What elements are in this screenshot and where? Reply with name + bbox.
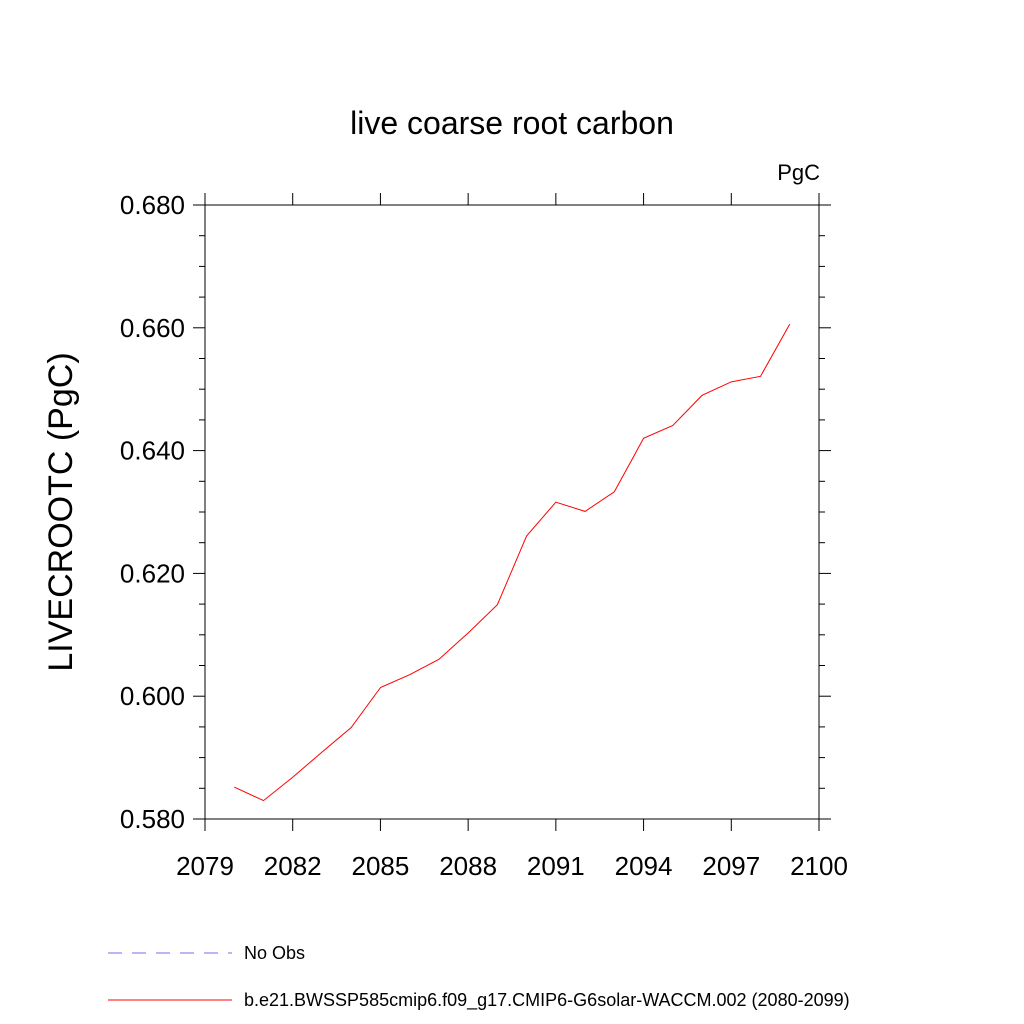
major-ticks [193,193,831,831]
y-tick-label: 0.640 [120,436,185,466]
y-tick-label: 0.680 [120,190,185,220]
x-tick-label: 2088 [439,851,497,881]
x-tick-label: 2091 [527,851,585,881]
minor-ticks [199,235,825,789]
tick-labels: 0.580 0.600 0.620 0.640 0.660 0.680 2079 2082 20… [120,190,848,881]
units-label: PgC [777,160,820,185]
chart-title: live coarse root carbon [350,105,674,141]
y-tick-label: 0.580 [120,804,185,834]
y-axis-label: LIVECROOTC (PgC) [42,352,80,671]
plot-frame [204,204,820,820]
x-tick-label: 2094 [615,851,673,881]
x-tick-label: 2085 [352,851,410,881]
x-tick-label: 2100 [790,851,848,881]
y-tick-label: 0.600 [120,681,185,711]
x-tick-label: 2097 [702,851,760,881]
legend-label-series: b.e21.BWSSP585cmip6.f09_g17.CMIP6-G6sola… [244,990,850,1011]
y-tick-label: 0.620 [120,558,185,588]
legend: No Obs b.e21.BWSSP585cmip6.f09_g17.CMIP6… [108,943,850,1011]
series-layer [234,323,791,802]
x-tick-label: 2079 [176,851,234,881]
x-tick-label: 2082 [264,851,322,881]
series-line-0 [234,323,791,802]
y-tick-label: 0.660 [120,313,185,343]
legend-label-no-obs: No Obs [244,943,305,963]
